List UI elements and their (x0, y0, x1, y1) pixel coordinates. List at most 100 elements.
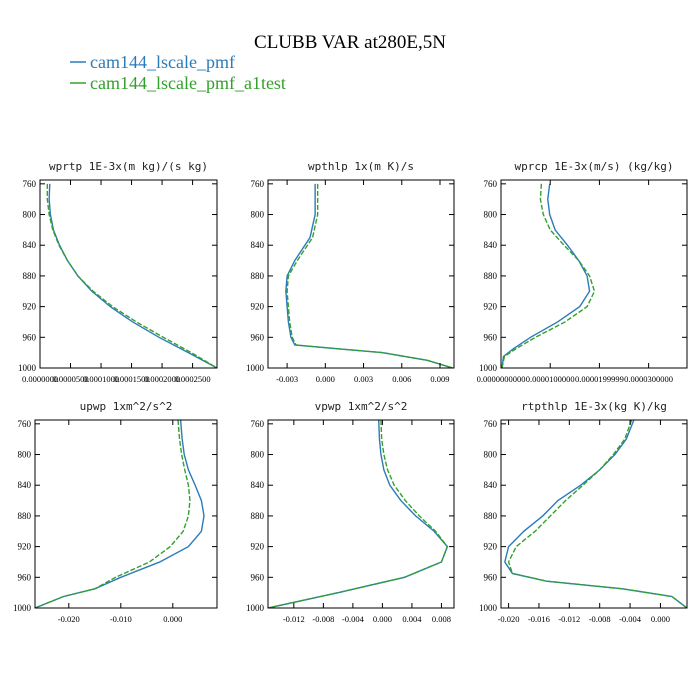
y-tick-label: 1000 (246, 363, 265, 373)
y-tick-label: 800 (18, 450, 32, 460)
y-tick-label: 760 (484, 419, 498, 429)
panel-title: wprtp 1E-3x(m kg)/(s kg) (49, 160, 208, 173)
y-tick-label: 1000 (246, 603, 265, 613)
x-tick-label: -0.008 (589, 614, 611, 624)
y-tick-label: 760 (484, 179, 498, 189)
x-tick-label: 0.0000199999 (575, 374, 624, 384)
y-tick-label: 840 (23, 240, 37, 250)
x-tick-label: 0.000 (163, 614, 182, 624)
series-line-2 (507, 420, 687, 608)
x-tick-label: 0.0002000 (144, 374, 180, 384)
x-tick-label: 0.000 (651, 614, 670, 624)
x-tick-label: 0.0002500 (175, 374, 211, 384)
plot-frame (267, 179, 455, 369)
y-tick-label: 880 (23, 271, 37, 281)
y-tick-label: 840 (18, 480, 32, 490)
y-tick-label: 920 (18, 542, 32, 552)
series-line-2 (46, 183, 217, 368)
x-tick-label: 0.0001500 (113, 374, 149, 384)
y-tick-label: 960 (251, 332, 265, 342)
y-tick-label: 800 (251, 450, 265, 460)
y-tick-label: 880 (484, 271, 498, 281)
y-tick-label: 800 (251, 210, 265, 220)
y-tick-label: 1000 (18, 363, 37, 373)
x-tick-label: 0.003 (354, 374, 373, 384)
plot-frame (500, 419, 688, 609)
y-tick-label: 880 (251, 271, 265, 281)
y-tick-label: 1000 (479, 363, 498, 373)
plot-frame (34, 419, 218, 609)
x-tick-label: -0.012 (283, 614, 305, 624)
series-line-1 (48, 183, 217, 368)
panel-1: wprtp 1E-3x(m kg)/(s kg) 760 800 840 880 920 9… (18, 160, 218, 384)
y-tick-label: 760 (18, 419, 32, 429)
y-tick-label: 760 (23, 179, 37, 189)
y-tick-label: 960 (23, 332, 37, 342)
x-tick-label: -0.010 (110, 614, 132, 624)
x-tick-label: 0.006 (392, 374, 411, 384)
x-tick-label: 0.008 (432, 614, 451, 624)
series-line-2 (268, 420, 449, 608)
x-tick-label: 0.0000100000 (526, 374, 575, 384)
panel-title: vpwp 1xm^2/s^2 (315, 400, 408, 413)
x-tick-label: 0.0000300000 (624, 374, 673, 384)
series-line-2 (35, 420, 191, 608)
x-tick-label: 0.0000000 (22, 374, 58, 384)
x-tick-label: -0.003 (276, 374, 298, 384)
plot-frame (39, 179, 218, 369)
x-tick-label: 0.0000000000 (477, 374, 526, 384)
panel-5: vpwp 1xm^2/s^2 760 800 840 880 920 960 1000 -0.0… (246, 400, 455, 624)
legend-label-2: cam144_lscale_pmf_a1test (90, 73, 286, 93)
panel-title: rtpthlp 1E-3x(kg K)/kg (521, 400, 667, 413)
series-line-1 (504, 420, 687, 608)
panel-6: rtpthlp 1E-3x(kg K)/kg 760 800 840 880 920 960… (479, 400, 688, 624)
y-tick-label: 960 (484, 572, 498, 582)
x-tick-label: -0.012 (558, 614, 580, 624)
x-tick-label: 0.0001000 (83, 374, 119, 384)
y-tick-label: 880 (251, 511, 265, 521)
y-tick-label: 880 (18, 511, 32, 521)
y-tick-label: 1000 (479, 603, 498, 613)
y-tick-label: 960 (18, 572, 32, 582)
x-tick-label: -0.008 (312, 614, 334, 624)
x-tick-label: -0.016 (528, 614, 550, 624)
x-tick-label: 0.000 (373, 614, 392, 624)
y-tick-label: 760 (251, 419, 265, 429)
plot-frame (267, 419, 455, 609)
y-tick-label: 800 (484, 450, 498, 460)
x-tick-label: -0.020 (58, 614, 80, 624)
panel-4: upwp 1xm^2/s^2 760 800 840 880 920 960 1000 -0.0… (13, 400, 218, 624)
y-tick-label: 760 (251, 179, 265, 189)
series-line-1 (501, 183, 591, 368)
y-tick-label: 840 (484, 480, 498, 490)
y-tick-label: 880 (484, 511, 498, 521)
x-tick-label: -0.020 (498, 614, 520, 624)
series-line-2 (286, 183, 453, 368)
legend: cam144_lscale_pmf cam144_lscale_pmf_a1te… (70, 52, 286, 93)
y-tick-label: 840 (484, 240, 498, 250)
y-tick-label: 920 (484, 302, 498, 312)
figure-title: CLUBB VAR at280E,5N (254, 32, 446, 53)
panel-title: upwp 1xm^2/s^2 (80, 400, 173, 413)
panel-title: wpthlp 1x(m K)/s (308, 160, 414, 173)
y-tick-label: 920 (484, 542, 498, 552)
y-tick-label: 800 (484, 210, 498, 220)
panel-2: wpthlp 1x(m K)/s 760 800 840 880 920 960 1000 -0… (246, 160, 455, 384)
series-line-1 (268, 420, 449, 608)
y-tick-label: 960 (251, 572, 265, 582)
y-tick-label: 840 (251, 480, 265, 490)
y-tick-label: 840 (251, 240, 265, 250)
y-tick-label: 920 (251, 302, 265, 312)
plot-frame (500, 179, 688, 369)
y-tick-label: 920 (251, 542, 265, 552)
x-tick-label: 0.009 (430, 374, 449, 384)
x-tick-label: 0.004 (402, 614, 422, 624)
series-line-1 (35, 420, 205, 608)
series-line-2 (501, 183, 596, 368)
x-tick-label: 0.000 (316, 374, 335, 384)
x-tick-label: -0.004 (619, 614, 642, 624)
y-tick-label: 960 (484, 332, 498, 342)
x-tick-label: -0.004 (342, 614, 365, 624)
y-tick-label: 1000 (13, 603, 32, 613)
